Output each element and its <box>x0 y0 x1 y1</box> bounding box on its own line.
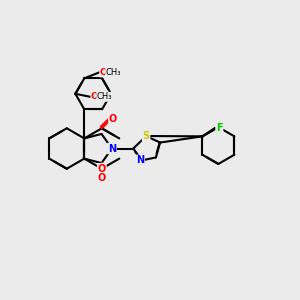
Text: O: O <box>98 173 106 183</box>
Text: O: O <box>98 164 106 174</box>
Text: N: N <box>108 143 116 154</box>
Text: O: O <box>109 114 117 124</box>
Text: N: N <box>136 155 144 165</box>
Text: F: F <box>216 123 223 133</box>
Text: O: O <box>91 92 99 101</box>
Text: O: O <box>100 68 107 77</box>
Text: CH₃: CH₃ <box>106 68 121 77</box>
Text: CH₃: CH₃ <box>97 92 112 101</box>
Text: S: S <box>142 131 150 141</box>
